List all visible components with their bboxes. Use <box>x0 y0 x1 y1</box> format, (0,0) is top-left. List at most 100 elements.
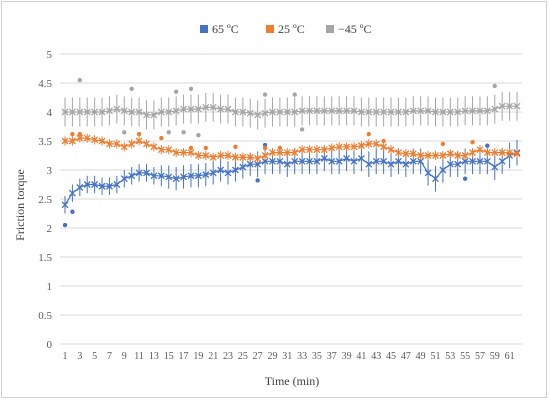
data-point <box>224 152 232 159</box>
data-point <box>483 157 491 165</box>
series-1 <box>61 139 521 228</box>
data-point <box>113 105 121 113</box>
data-point <box>372 108 380 116</box>
data-point <box>357 154 365 162</box>
data-point <box>135 108 143 116</box>
data-point <box>261 109 269 117</box>
outlier-point <box>203 145 208 151</box>
data-point <box>61 108 69 116</box>
legend-swatch <box>266 25 274 33</box>
data-point <box>76 134 84 142</box>
data-point <box>276 108 284 116</box>
data-point <box>365 160 373 168</box>
data-point <box>394 157 402 165</box>
outlier-point <box>233 144 238 149</box>
data-point <box>298 157 306 165</box>
outlier-point <box>122 130 127 135</box>
x-tick-label: 51 <box>430 351 440 362</box>
data-point <box>76 108 84 116</box>
x-tick-label: 41 <box>356 351 366 362</box>
data-point <box>68 189 76 197</box>
data-point <box>328 157 336 165</box>
gridlines <box>60 53 522 345</box>
x-tick-label: 13 <box>149 351 159 362</box>
outlier-point <box>262 92 268 97</box>
y-tick-label: 1.5 <box>38 252 52 264</box>
x-tick-label: 11 <box>134 351 144 362</box>
data-point <box>105 107 113 115</box>
data-point <box>269 157 276 165</box>
outlier-point <box>70 131 75 137</box>
data-point <box>498 149 506 157</box>
data-point <box>357 108 365 116</box>
data-point <box>143 169 150 177</box>
outlier-point <box>470 139 475 145</box>
data-point <box>157 108 165 116</box>
data-point <box>372 157 380 165</box>
data-point <box>83 181 91 188</box>
chart-frame: 0 0.5 1 1.5 2 2.5 3 3.5 4 4.5 5 1 3 5 7 9 11 13 15 17 19 21 2… <box>1 1 547 398</box>
series-line <box>64 152 518 206</box>
data-point <box>172 175 180 183</box>
data-point <box>276 157 284 165</box>
data-point <box>209 169 217 177</box>
data-point <box>306 157 313 165</box>
y-axis-label: Friction torque <box>13 169 27 241</box>
data-point <box>446 150 454 158</box>
data-point <box>387 108 395 116</box>
data-point <box>194 152 202 159</box>
data-point <box>476 146 484 154</box>
data-point <box>387 160 395 168</box>
x-tick-label: 35 <box>312 351 322 362</box>
x-tick-label: 21 <box>208 351 218 362</box>
data-point <box>469 149 477 157</box>
data-point <box>61 201 69 209</box>
data-point <box>417 107 425 115</box>
data-point <box>454 160 462 168</box>
data-point <box>120 143 128 151</box>
outlier-point <box>381 138 386 144</box>
data-point <box>68 108 76 116</box>
data-point <box>476 157 484 165</box>
outlier-point <box>136 131 142 137</box>
data-point <box>372 140 380 148</box>
data-point <box>402 108 410 116</box>
data-point <box>231 108 239 116</box>
data-point <box>380 157 388 165</box>
data-point <box>491 149 499 157</box>
outlier-point <box>166 130 171 135</box>
data-point <box>298 146 306 154</box>
y-tick-label: 1 <box>47 281 53 293</box>
data-point <box>269 149 276 157</box>
data-point <box>380 108 388 116</box>
friction-torque-chart: 00.511.522.533.544.55 1 3 5 7 9 11 13 15 17 19 21 2… <box>13 22 522 388</box>
data-point <box>261 152 269 159</box>
data-point <box>217 105 225 113</box>
data-point <box>261 157 269 165</box>
data-point <box>320 146 328 154</box>
data-point <box>402 160 410 168</box>
data-point <box>380 143 388 151</box>
x-tick-label: 39 <box>342 351 352 362</box>
x-tick-label: 7 <box>107 351 112 362</box>
x-tick-label: 27 <box>253 351 263 362</box>
y-tick-label: 4 <box>47 107 53 119</box>
data-point <box>476 107 484 115</box>
data-point <box>276 149 284 157</box>
x-tick-label: 29 <box>267 351 277 362</box>
legend-label: −45 ºC <box>338 22 372 36</box>
x-tick-label: 17 <box>179 351 189 362</box>
legend-label: 25 ºC <box>278 22 305 36</box>
x-tick-label: 43 <box>371 351 381 362</box>
x-tick-labels: 1 3 5 7 9 11 13 15 17 19 21 23 25 27 29 31 33 35 37 39 41 43 4… <box>63 351 515 362</box>
series-3 <box>61 77 521 138</box>
data-point <box>343 107 351 115</box>
x-tick-label: 25 <box>238 351 248 362</box>
data-point <box>105 182 113 190</box>
data-point <box>76 183 84 191</box>
data-point <box>157 172 165 180</box>
legend-swatch <box>326 25 334 33</box>
data-point <box>180 173 188 181</box>
data-point <box>328 107 336 115</box>
x-tick-label: 23 <box>223 351 233 362</box>
